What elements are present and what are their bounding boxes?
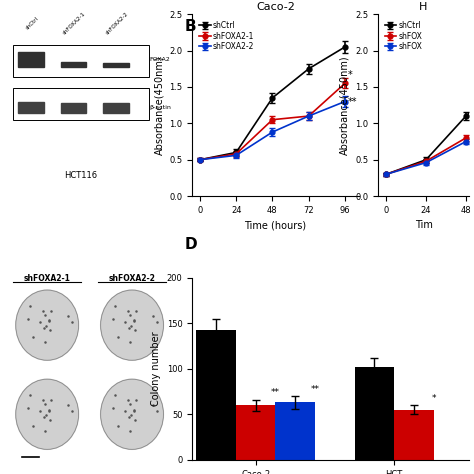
Circle shape — [16, 290, 79, 360]
Bar — [13, 88, 149, 120]
Text: FOXA2: FOXA2 — [149, 57, 170, 62]
Text: β-actin: β-actin — [149, 105, 171, 110]
Y-axis label: Colony number: Colony number — [151, 331, 161, 406]
Bar — [236, 405, 275, 460]
Circle shape — [100, 290, 164, 360]
Bar — [196, 330, 236, 460]
X-axis label: Time (hours): Time (hours) — [245, 220, 307, 230]
Y-axis label: Absorbance(450nm): Absorbance(450nm) — [154, 55, 164, 155]
Bar — [18, 52, 44, 67]
Title: Caco-2: Caco-2 — [256, 2, 295, 12]
Text: HCT116: HCT116 — [64, 171, 98, 180]
Bar — [61, 62, 86, 67]
Text: shFOXA2-2: shFOXA2-2 — [109, 274, 155, 283]
Text: **: ** — [310, 384, 319, 393]
Text: **: ** — [348, 97, 357, 107]
Bar — [103, 63, 128, 67]
Bar — [103, 103, 128, 113]
Text: shFOXA2-2: shFOXA2-2 — [104, 11, 129, 36]
Text: B: B — [185, 19, 197, 34]
X-axis label: Tim: Tim — [415, 220, 432, 230]
Bar — [355, 367, 394, 460]
Bar — [13, 45, 149, 77]
Text: shFOXA2-1: shFOXA2-1 — [62, 11, 87, 36]
Bar — [61, 103, 86, 113]
Text: shFOXA2-1: shFOXA2-1 — [24, 274, 71, 283]
Text: *: * — [431, 394, 436, 403]
Circle shape — [100, 379, 164, 449]
Text: **: ** — [271, 388, 280, 397]
Text: D: D — [185, 237, 198, 252]
Title: H: H — [419, 2, 428, 12]
Legend: shCtrl, shFOXA2-1, shFOXA2-2: shCtrl, shFOXA2-1, shFOXA2-2 — [196, 18, 257, 54]
Bar — [394, 410, 434, 460]
Text: *: * — [348, 70, 353, 80]
Bar — [18, 102, 44, 113]
Bar — [275, 402, 315, 460]
Circle shape — [16, 379, 79, 449]
Legend: shCtrl, shFOX, shFOX: shCtrl, shFOX, shFOX — [382, 18, 425, 54]
Y-axis label: Absorbance(450nm): Absorbance(450nm) — [339, 55, 349, 155]
Text: shCtrl: shCtrl — [25, 16, 39, 31]
